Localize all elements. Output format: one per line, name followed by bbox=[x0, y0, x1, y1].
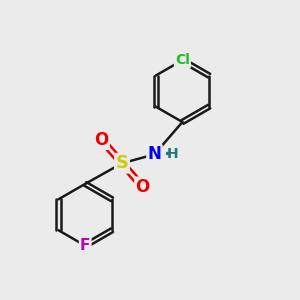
Text: H: H bbox=[166, 147, 178, 161]
Text: O: O bbox=[94, 131, 109, 149]
Text: F: F bbox=[80, 238, 90, 253]
Text: S: S bbox=[116, 154, 128, 172]
Text: N: N bbox=[148, 146, 161, 164]
Text: O: O bbox=[136, 178, 150, 196]
Text: Cl: Cl bbox=[175, 53, 190, 67]
